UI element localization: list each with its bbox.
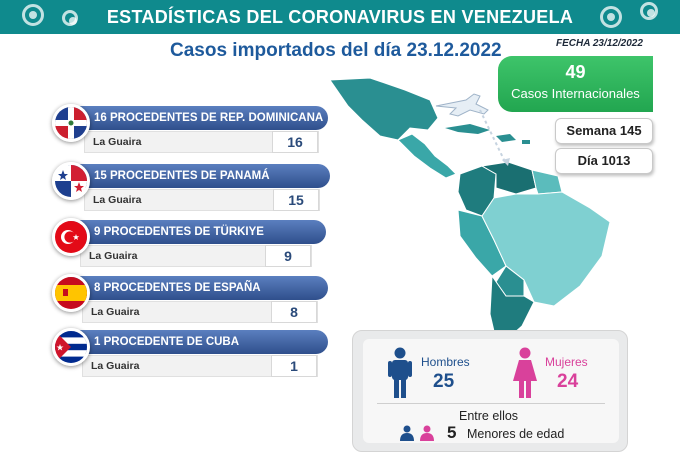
state-label: La Guaira	[89, 250, 138, 262]
date-label: FECHA 23/12/2022	[556, 38, 643, 49]
international-cases-label: Casos Internacionales	[511, 86, 640, 101]
minors-count: 5	[447, 423, 457, 442]
week-badge: Semana 145	[555, 118, 653, 144]
list-item: 15 PROCEDENTES DE PANAMÁ La Guaira 15	[48, 162, 333, 220]
americas-map	[329, 77, 611, 340]
international-cases-value: 49	[565, 62, 586, 82]
case-count: 15	[273, 189, 319, 211]
argentina-chile-shape	[489, 274, 535, 340]
gender-card-inner: Hombres 25 Mujeres 24 Entre ellos 5 Meno…	[363, 339, 619, 443]
divider	[377, 403, 605, 404]
virus-icon	[600, 6, 622, 28]
case-count: 1	[271, 355, 317, 377]
child-blue-icon	[400, 425, 414, 441]
minors-intro: Entre ellos	[459, 409, 519, 423]
case-count: 16	[272, 131, 318, 153]
state-row: La Guaira 8	[82, 301, 318, 323]
page-title: ESTADÍSTICAS DEL CORONAVIRUS EN VENEZUEL…	[106, 7, 574, 27]
case-count: 8	[271, 301, 317, 323]
gender-card: Hombres 25 Mujeres 24 Entre ellos 5 Meno…	[352, 330, 628, 452]
woman-icon	[513, 347, 537, 398]
virus-icon	[22, 4, 44, 26]
cuba-shape	[445, 124, 490, 134]
turkey-flag-icon	[52, 218, 90, 256]
dominican-republic-flag-icon	[52, 104, 90, 142]
state-label: La Guaira	[91, 360, 140, 372]
virus-icon	[62, 10, 78, 26]
central-america-shape	[397, 133, 457, 179]
country-label: 15 PROCEDENTES DE PANAMÁ	[68, 164, 330, 188]
men-label: Hombres	[421, 355, 470, 369]
list-item: 8 PROCEDENTES DE ESPAÑA La Guaira 8	[48, 274, 333, 332]
minors-label: Menores de edad	[467, 427, 565, 441]
cuba-flag-icon	[52, 328, 90, 366]
man-icon	[388, 347, 412, 398]
venezuela-shape	[480, 161, 537, 195]
list-item: 16 PROCEDENTES DE REP. DOMINICANA La Gua…	[48, 104, 333, 162]
header-banner: ESTADÍSTICAS DEL CORONAVIRUS EN VENEZUEL…	[0, 0, 680, 34]
hispaniola-shape	[496, 134, 516, 142]
panama-flag-icon	[52, 162, 90, 200]
women-label: Mujeres	[545, 355, 588, 369]
virus-icon	[640, 2, 658, 20]
international-cases-box: 49 Casos Internacionales	[498, 56, 653, 112]
day-badge: Día 1013	[555, 148, 653, 174]
country-label: 9 PROCEDENTES DE TÜRKIYE	[68, 220, 326, 244]
subtitle: Casos importados del día 23.12.2022	[170, 40, 502, 61]
state-row: La Guaira 16	[84, 131, 319, 153]
list-item: 9 PROCEDENTES DE TÜRKIYE La Guaira 9	[48, 218, 333, 276]
state-row: La Guaira 15	[84, 189, 320, 211]
state-row: La Guaira 1	[82, 355, 318, 377]
men-count: 25	[433, 371, 455, 392]
country-label: 16 PROCEDENTES DE REP. DOMINICANA	[68, 106, 328, 130]
guyanas-shape	[531, 169, 563, 195]
mexico-shape	[329, 77, 439, 141]
country-label: 8 PROCEDENTES DE ESPAÑA	[68, 276, 328, 300]
state-label: La Guaira	[93, 136, 142, 148]
airplane-icon	[435, 93, 510, 166]
state-label: La Guaira	[93, 194, 142, 206]
spain-flag-icon	[52, 274, 90, 312]
list-item: 1 PROCEDENTE DE CUBA La Guaira 1	[48, 328, 333, 386]
puerto-rico-shape	[522, 140, 530, 144]
brazil-shape	[481, 191, 611, 307]
women-count: 24	[557, 371, 579, 392]
country-label: 1 PROCEDENTE DE CUBA	[68, 330, 328, 354]
state-label: La Guaira	[91, 306, 140, 318]
state-row: La Guaira 9	[80, 245, 312, 267]
case-count: 9	[265, 245, 311, 267]
child-pink-icon	[420, 425, 434, 441]
